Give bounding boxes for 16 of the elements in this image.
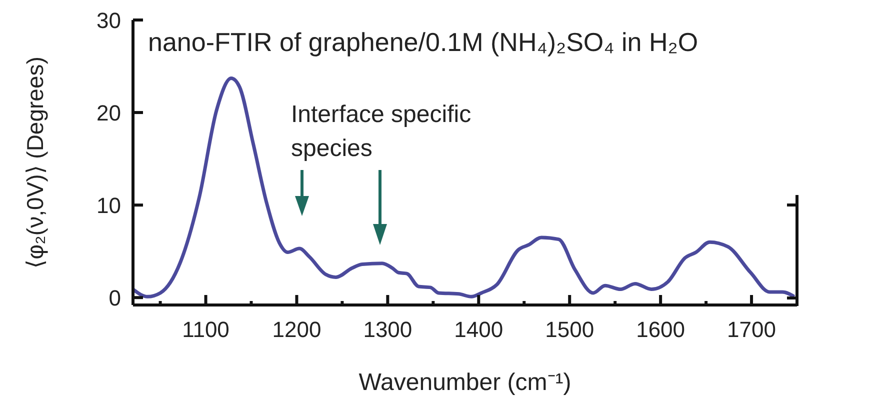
chart-title: nano-FTIR of graphene/0.1M (NH₄)₂SO₄ in H₂O [148, 27, 698, 58]
line-series [133, 76, 796, 298]
x-tick-label: 1500 [545, 317, 594, 342]
y-tick-label: 30 [96, 8, 121, 33]
y-tick-label: 0 [108, 286, 121, 311]
annotation: Interface specific species [291, 100, 472, 164]
x-tick-label: 1100 [182, 317, 230, 342]
x-tick-label: 1700 [727, 317, 776, 342]
x-tick-label: 1300 [363, 317, 412, 342]
x-tick-label: 1200 [272, 317, 322, 342]
x-axis-title: Wavenumber (cm⁻¹) [358, 369, 572, 396]
x-tick-label: 1400 [454, 317, 504, 342]
y-tick-label: 20 [96, 100, 121, 126]
y-tick-label: 10 [96, 193, 121, 218]
x-tick-label: 1600 [636, 317, 686, 342]
y-axis-title: ⟨φ₂(ν,0V)⟩ (Degrees) [22, 56, 48, 268]
